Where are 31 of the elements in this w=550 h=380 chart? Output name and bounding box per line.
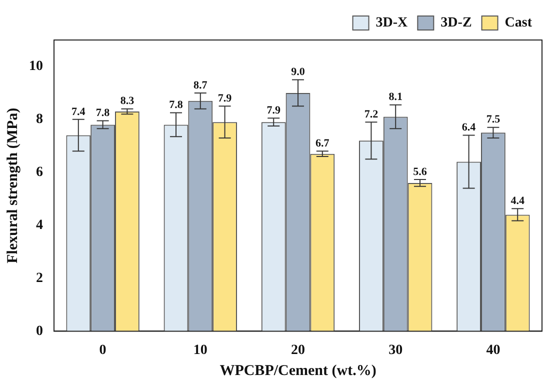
y-axis-title: Flexural strength (MPa) bbox=[4, 108, 21, 264]
legend-label: 3D-X bbox=[376, 16, 408, 31]
data-label: 7.8 bbox=[96, 107, 110, 120]
data-label: 7.9 bbox=[218, 92, 232, 105]
y-tick-label: 10 bbox=[29, 59, 43, 74]
x-axis-title: WPCBP/Cement (wt.%) bbox=[220, 362, 376, 379]
data-label: 8.3 bbox=[120, 95, 135, 108]
data-label: 7.4 bbox=[72, 106, 86, 118]
data-label: 7.9 bbox=[266, 104, 281, 116]
legend-label: Cast bbox=[504, 16, 532, 31]
data-label: 7.5 bbox=[486, 114, 501, 126]
y-tick-label: 0 bbox=[36, 324, 43, 339]
data-label: 8.7 bbox=[194, 79, 208, 92]
y-tick-label: 8 bbox=[36, 112, 43, 128]
data-label: 6.7 bbox=[316, 138, 330, 150]
data-label: 5.6 bbox=[413, 166, 428, 178]
data-label: 7.8 bbox=[169, 99, 184, 112]
x-tick-label: 10 bbox=[193, 343, 208, 358]
x-tick-label: 20 bbox=[291, 343, 305, 358]
data-label: 4.4 bbox=[510, 194, 525, 207]
y-tick-label: 2 bbox=[36, 270, 43, 286]
legend-label: 3D-Z bbox=[440, 16, 472, 31]
data-label: 8.1 bbox=[388, 91, 402, 104]
x-tick-label: 40 bbox=[486, 343, 500, 358]
data-label: 9.0 bbox=[291, 66, 306, 78]
data-label: 7.2 bbox=[364, 108, 379, 120]
y-tick-label: 4 bbox=[36, 218, 43, 233]
y-tick-label: 6 bbox=[36, 164, 43, 180]
data-label: 6.4 bbox=[462, 122, 476, 134]
x-tick-label: 30 bbox=[388, 343, 403, 358]
x-tick-label: 0 bbox=[99, 343, 106, 358]
